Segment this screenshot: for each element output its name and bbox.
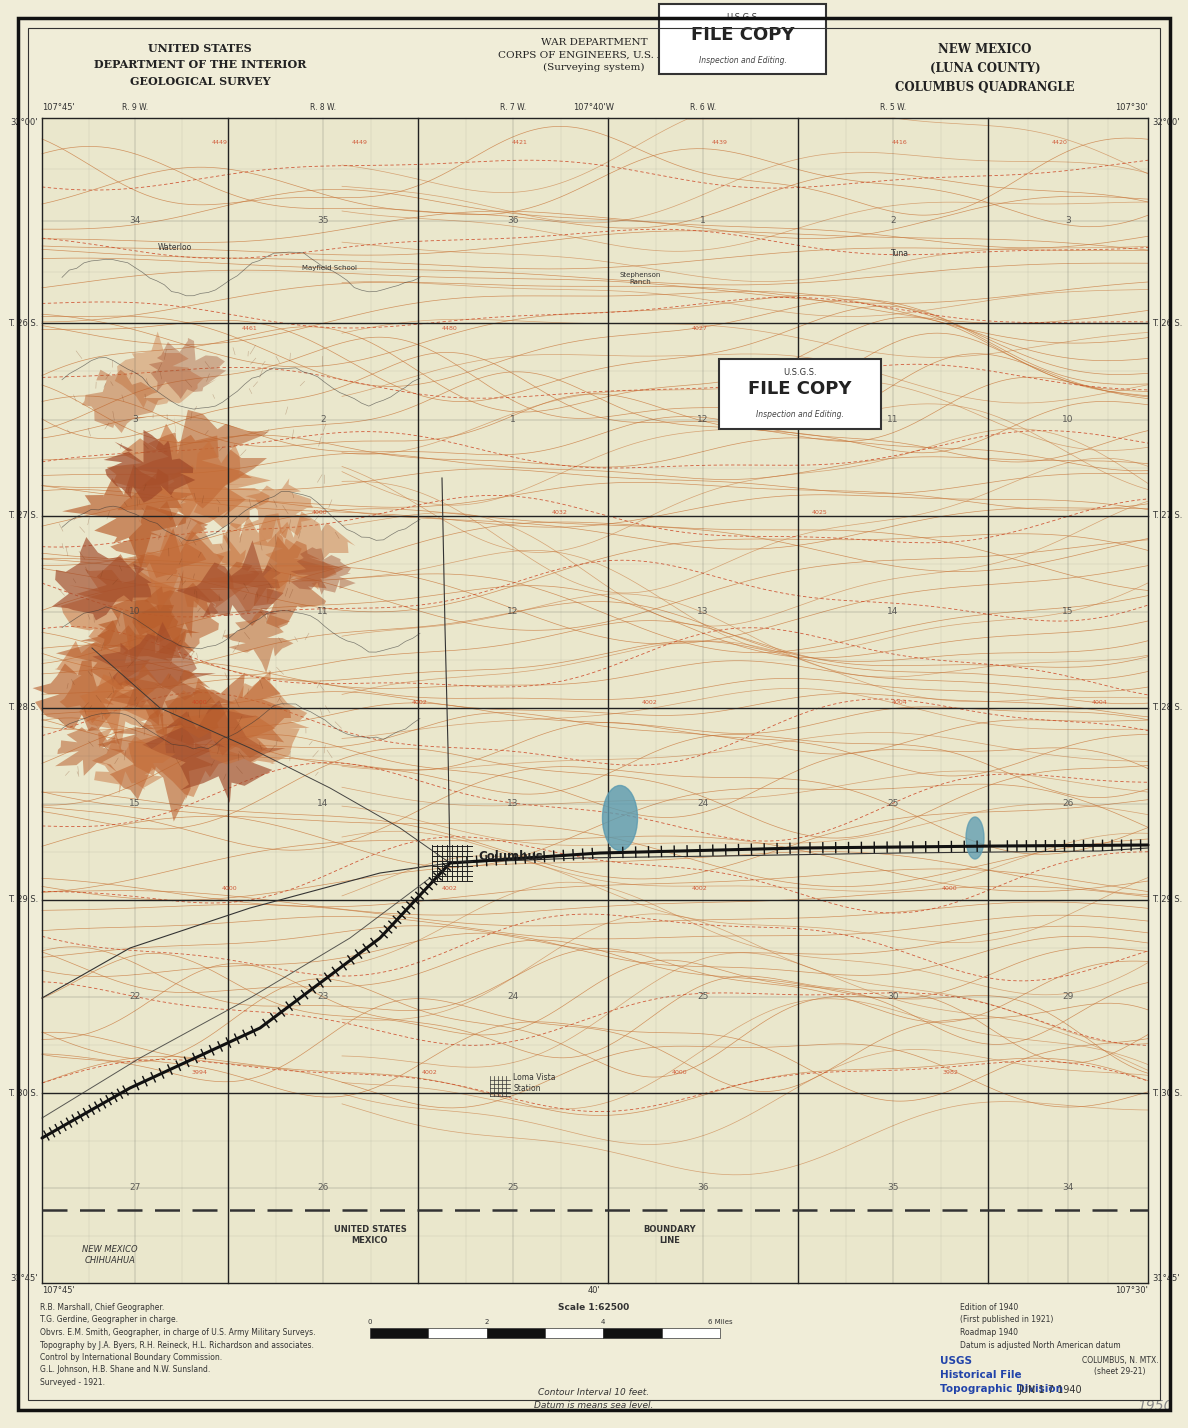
Text: 4002: 4002 — [693, 885, 708, 891]
Polygon shape — [145, 521, 259, 610]
Text: 32°00': 32°00' — [1152, 119, 1180, 127]
Text: Mayfield School: Mayfield School — [303, 266, 358, 271]
Polygon shape — [143, 700, 285, 803]
Polygon shape — [107, 424, 252, 524]
Text: 14: 14 — [887, 607, 898, 617]
Text: 25: 25 — [697, 992, 709, 1001]
FancyBboxPatch shape — [659, 4, 826, 74]
Text: 34: 34 — [1062, 1184, 1074, 1192]
Text: FILE COPY: FILE COPY — [691, 26, 795, 44]
Text: 3982: 3982 — [942, 1071, 958, 1075]
Bar — [369, 1328, 429, 1338]
Text: 2: 2 — [890, 216, 896, 226]
Polygon shape — [206, 513, 334, 614]
Polygon shape — [222, 608, 293, 673]
Text: 31°45': 31°45' — [11, 1274, 38, 1282]
Text: NEW MEXICO
(LUNA COUNTY)
COLUMBUS QUADRANGLE: NEW MEXICO (LUNA COUNTY) COLUMBUS QUADRA… — [896, 43, 1075, 94]
Text: 10: 10 — [1062, 416, 1074, 424]
Bar — [42, 119, 1148, 1282]
Text: R. 7 W.: R. 7 W. — [500, 103, 526, 111]
Text: UNITED STATES
DEPARTMENT OF THE INTERIOR
GEOLOGICAL SURVEY: UNITED STATES DEPARTMENT OF THE INTERIOR… — [94, 43, 307, 87]
Polygon shape — [52, 537, 152, 621]
Text: 22: 22 — [129, 992, 140, 1001]
Text: 31°45': 31°45' — [1152, 1274, 1180, 1282]
Bar — [18, 1299, 1170, 1409]
Bar — [604, 1328, 662, 1338]
Text: 107°30': 107°30' — [1116, 1287, 1148, 1295]
Text: 4002: 4002 — [422, 1071, 438, 1075]
Text: 4: 4 — [601, 1319, 606, 1325]
Polygon shape — [91, 735, 176, 794]
Text: T. 29 S.: T. 29 S. — [1152, 895, 1182, 904]
Text: WAR DEPARTMENT
CORPS OF ENGINEERS, U.S. ARMY
(Surveying system): WAR DEPARTMENT CORPS OF ENGINEERS, U.S. … — [498, 39, 690, 73]
Text: 3994: 3994 — [192, 1071, 208, 1075]
Polygon shape — [55, 630, 163, 737]
Polygon shape — [226, 536, 343, 628]
Text: Inspection and Editing.: Inspection and Editing. — [699, 56, 786, 66]
Text: 2: 2 — [485, 1319, 488, 1325]
Text: U.S.G.S.: U.S.G.S. — [726, 13, 760, 21]
Text: 4002: 4002 — [412, 701, 428, 705]
Polygon shape — [156, 673, 291, 758]
Polygon shape — [133, 410, 270, 508]
Text: 26: 26 — [317, 1184, 329, 1192]
Text: 4004: 4004 — [1092, 701, 1108, 705]
Text: 12: 12 — [697, 416, 709, 424]
Text: R. 9 W.: R. 9 W. — [122, 103, 148, 111]
Text: T. 28 S.: T. 28 S. — [1152, 704, 1182, 713]
Text: NEW MEXICO: NEW MEXICO — [82, 1245, 138, 1254]
Polygon shape — [103, 430, 195, 503]
Text: 107°40'W: 107°40'W — [574, 103, 614, 111]
Text: 4421: 4421 — [512, 140, 527, 146]
Polygon shape — [137, 570, 219, 660]
Text: 4480: 4480 — [442, 326, 457, 330]
Text: Loma Vista
Station: Loma Vista Station — [513, 1074, 556, 1092]
Text: Stephenson
Ranch: Stephenson Ranch — [619, 271, 661, 284]
Polygon shape — [55, 723, 125, 775]
Text: 30: 30 — [887, 992, 899, 1001]
Text: FILE COPY: FILE COPY — [748, 380, 852, 398]
Text: 6 Miles: 6 Miles — [708, 1319, 732, 1325]
Text: MEXICO: MEXICO — [352, 1237, 388, 1245]
Text: T. 26 S.: T. 26 S. — [7, 318, 38, 327]
Text: 34: 34 — [129, 216, 140, 226]
Text: 15: 15 — [1062, 607, 1074, 617]
Text: Scale 1:62500: Scale 1:62500 — [558, 1302, 630, 1312]
Polygon shape — [176, 540, 284, 625]
Text: 4439: 4439 — [712, 140, 728, 146]
Text: T. 29 S.: T. 29 S. — [8, 895, 38, 904]
Ellipse shape — [966, 817, 984, 860]
Text: 4025: 4025 — [813, 510, 828, 516]
Polygon shape — [110, 501, 208, 578]
Text: U.S.G.S.: U.S.G.S. — [783, 368, 817, 377]
Text: 11: 11 — [317, 607, 329, 617]
Polygon shape — [56, 620, 195, 713]
Text: 24: 24 — [507, 992, 519, 1001]
Bar — [662, 1328, 720, 1338]
Polygon shape — [120, 677, 276, 797]
Text: 4000: 4000 — [942, 885, 958, 891]
Text: 14: 14 — [317, 800, 329, 808]
Text: 27: 27 — [129, 1184, 140, 1192]
Polygon shape — [82, 370, 166, 433]
Text: 3: 3 — [132, 416, 138, 424]
Ellipse shape — [602, 785, 638, 851]
Text: COLUMBUS, N. MTX.
(sheet 29-21): COLUMBUS, N. MTX. (sheet 29-21) — [1082, 1357, 1158, 1377]
Text: 13: 13 — [697, 607, 709, 617]
Polygon shape — [80, 668, 164, 751]
Text: R. 6 W.: R. 6 W. — [690, 103, 716, 111]
Text: Edition of 1940
(First published in 1921)
Roadmap 1940
Datum is adjusted North A: Edition of 1940 (First published in 1921… — [960, 1302, 1120, 1349]
Text: R. 8 W.: R. 8 W. — [310, 103, 336, 111]
FancyBboxPatch shape — [719, 358, 881, 428]
Text: 4449: 4449 — [211, 140, 228, 146]
Text: T. 27 S.: T. 27 S. — [1152, 511, 1182, 520]
Text: 4000: 4000 — [192, 701, 208, 705]
Text: 36: 36 — [697, 1184, 709, 1192]
Text: 3: 3 — [1066, 216, 1070, 226]
Text: LINE: LINE — [659, 1237, 681, 1245]
Text: 4004: 4004 — [892, 701, 908, 705]
Text: 32°00': 32°00' — [11, 119, 38, 127]
Text: 1: 1 — [700, 216, 706, 226]
Text: 4027: 4027 — [693, 326, 708, 330]
Text: 4461: 4461 — [242, 326, 258, 330]
